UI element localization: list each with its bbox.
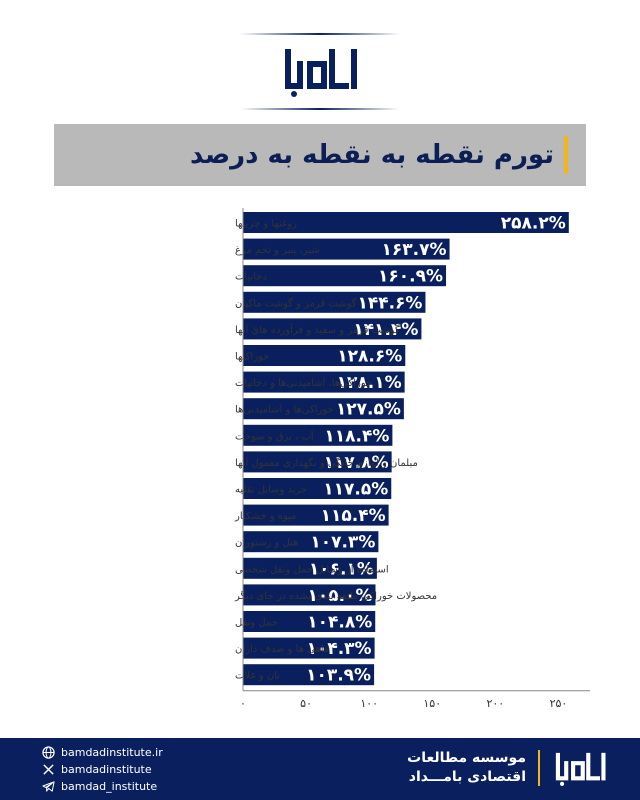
x-tick-label: ۵۰ (300, 697, 312, 710)
footer-logo (555, 752, 606, 786)
category-label: هتل و رستوران (235, 538, 298, 549)
bar-value-label: ۱۰۷.۳% (310, 533, 375, 553)
bar (243, 212, 569, 233)
x-tick-label: ۰ (240, 697, 246, 710)
bar (243, 504, 389, 526)
footer-link-text: bamdadinstitute.ir (61, 746, 163, 759)
bar-value-label: ۱۰۳.۹% (306, 666, 371, 686)
globe-icon (42, 746, 55, 759)
bar-value-label: ۲۵۸.۲% (501, 214, 566, 234)
telegram-icon (42, 781, 55, 792)
bar (243, 424, 393, 446)
category-label: محصولات خوراکی طبقه بندی نشده در جای دیگ… (234, 590, 437, 602)
x-tick-label: ۱۵۰ (423, 697, 441, 710)
footer-link-telegram[interactable]: bamdad_institute (42, 778, 163, 795)
bar (243, 531, 379, 553)
bar-value-label: ۱۰۴.۸% (307, 613, 372, 633)
bar-value-label: ۱۱۸.۴% (324, 426, 389, 446)
bar (243, 238, 450, 260)
category-label: شیر، پنیر و تخم مرغ (235, 245, 320, 256)
footer-org-line1: موسسه مطالعات (407, 750, 526, 766)
footer: bamdadinstitute.ir bamdadinstitute bamda… (0, 738, 640, 800)
chart-title: تورم نقطه به نقطه به درصد (190, 140, 554, 170)
bar-value-label: ۱۲۷.۵% (336, 400, 401, 420)
bar (243, 291, 426, 313)
bar (243, 345, 406, 366)
bar (243, 664, 375, 686)
title-band: تورم نقطه به نقطه به درصد (54, 124, 586, 186)
bar-chart: ۲۵۸.۲% روغنها و چربیها ۱۶۳.۷% شیر، پنیر و ت… (234, 208, 590, 710)
bar-value-label: ۱۱۷.۸% (324, 453, 389, 473)
bar-value-label: ۱۱۷.۵% (323, 480, 388, 500)
category-label: مبلمان و لوازم خانگی و نگهداری معمول آنه… (235, 456, 418, 469)
footer-separator (538, 750, 540, 786)
bar-value-label: ۱۶۳.۷% (382, 240, 447, 260)
category-label: نان و غلات (235, 671, 280, 682)
category-label: ماهی ها و صدف داران (235, 644, 329, 655)
category-label: خوراکی‌ها و آشامیدنی‌ها (235, 403, 334, 416)
bar-value-label: ۱۰۵.۰% (307, 586, 372, 606)
footer-org-name: موسسه مطالعات اقتصادی بامـــداد (407, 749, 526, 787)
x-tick-label: ۲۰۰ (486, 697, 504, 710)
footer-link-x[interactable]: bamdadinstitute (42, 761, 163, 778)
footer-link-text: bamdadinstitute (61, 763, 152, 776)
bar-value-label: ۱۲۸.۱% (337, 373, 402, 393)
footer-link-website[interactable]: bamdadinstitute.ir (42, 744, 163, 761)
footer-links: bamdadinstitute.ir bamdadinstitute bamda… (42, 744, 163, 795)
bar-value-label: ۱۰۶.۱% (309, 559, 374, 579)
header-rule-top (240, 33, 400, 35)
bar-value-label: ۱۴۴.۶% (357, 293, 422, 313)
bar (243, 637, 375, 659)
bar (243, 611, 376, 632)
bar (243, 265, 447, 287)
bar (243, 371, 405, 393)
category-label: خرید وسایل نقلیه (235, 485, 307, 496)
category-label: خوراکی‌ها، آشامیدنی‌ها و دخانیات (235, 376, 372, 389)
bar-value-label: ۱۱۵.۴% (321, 506, 386, 526)
category-label: آب ، برق و سوخت (235, 429, 315, 442)
bar (243, 478, 392, 499)
x-tick-label: ۲۵۰ (550, 697, 568, 710)
bar-value-label: ۱۲۸.۶% (337, 347, 402, 367)
category-label: گوشت قرمز و سفید و فرآورده هایٔ آنها (235, 323, 400, 336)
category-label: دخانیات (235, 272, 267, 283)
footer-link-text: bamdad_institute (61, 780, 158, 793)
bar-value-label: ۱۶۰.۹% (378, 267, 443, 287)
title-accent-bar (564, 136, 568, 174)
category-label: خوراکیها (235, 352, 269, 363)
category-label: روغنها و چربیها (235, 219, 297, 230)
bar (243, 557, 377, 579)
x-icon (43, 764, 54, 775)
bamdad-logo (285, 49, 357, 97)
bar (243, 318, 422, 340)
category-label: میوه و خشکبار (234, 511, 296, 522)
bar-value-label: ۱۴۱.۴% (353, 320, 418, 340)
x-tick-label: ۱۰۰ (360, 697, 378, 710)
footer-org-line2: اقتصادی بامـــداد (408, 769, 526, 785)
bar-value-label: ۱۰۴.۳% (307, 639, 372, 659)
footer-brand: موسسه مطالعات اقتصادی بامـــداد (407, 748, 608, 788)
category-label: استفاده از وسایل حمل ونقل شخصی (235, 564, 389, 575)
category-label: گوشت قرمز و گوشت ماکیان (235, 297, 357, 309)
bar (243, 584, 376, 606)
bar (243, 398, 404, 420)
header-rule-bottom (240, 108, 400, 110)
category-label: حمل ونقل (235, 618, 278, 629)
bar (243, 451, 392, 473)
